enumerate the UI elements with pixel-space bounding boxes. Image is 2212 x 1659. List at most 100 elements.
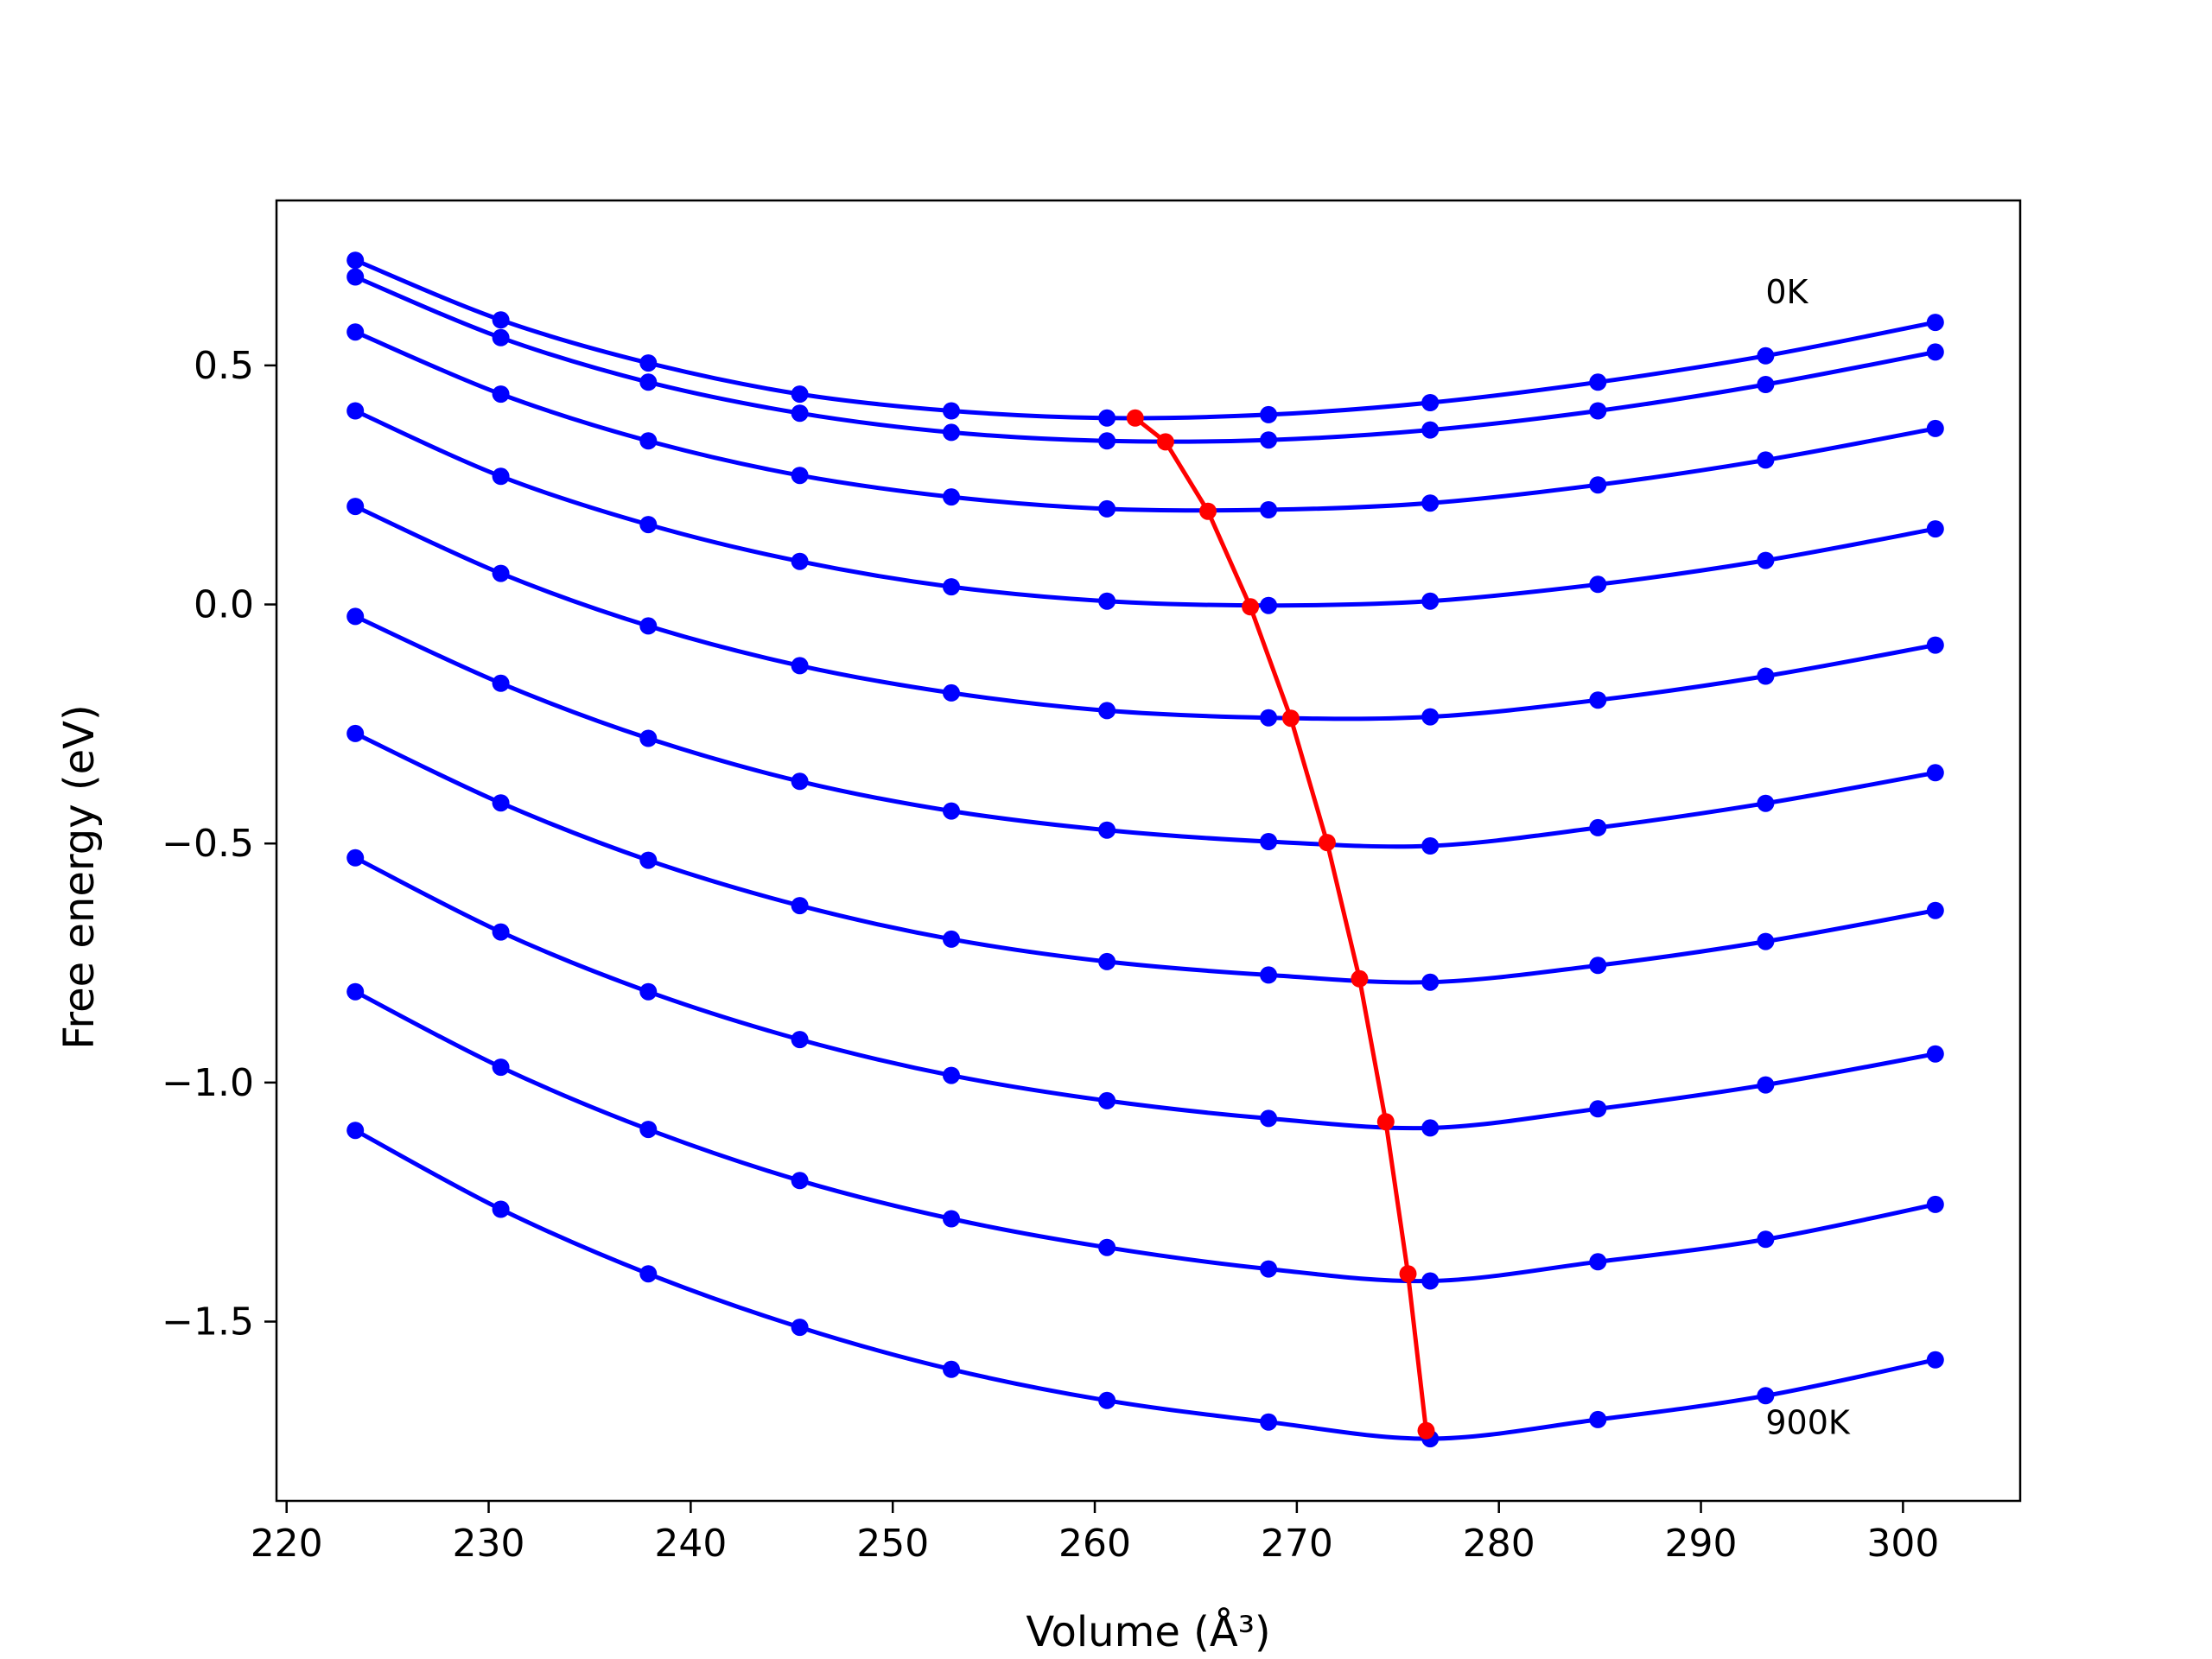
isotherm-series [346, 849, 1944, 1137]
isotherm-series [346, 724, 1944, 991]
isotherm-point [791, 467, 809, 485]
x-axis-label: Volume (Å³) [1026, 1607, 1270, 1656]
isotherm-point [1589, 691, 1607, 709]
isotherm-point [943, 578, 960, 596]
isotherm-point [1926, 419, 1944, 437]
isotherm-point [639, 1265, 658, 1283]
isotherm-point [492, 328, 510, 346]
x-tick-label: 270 [1261, 1522, 1333, 1566]
isotherm-point [1098, 592, 1116, 610]
isotherm-point [1260, 405, 1278, 423]
isotherm-point [1589, 575, 1607, 594]
isotherm-point [1589, 818, 1607, 836]
minimum-point [1351, 969, 1369, 988]
temperature-annotation: 0K [1765, 273, 1808, 311]
isotherm-point [791, 657, 809, 675]
isotherm-point [1421, 837, 1440, 855]
isotherm-point [1589, 1100, 1607, 1118]
isotherm-point [639, 516, 658, 534]
isotherm-point [492, 467, 510, 486]
isotherm-point [1098, 1238, 1116, 1256]
isotherm-point [492, 564, 510, 582]
isotherm-point [1421, 592, 1440, 610]
isotherm-series [346, 607, 1944, 855]
isotherm-series [346, 251, 1944, 427]
y-axis-label: Free energy (eV) [55, 704, 104, 1049]
isotherm-series [346, 323, 1944, 518]
isotherm-point [1926, 901, 1944, 919]
isotherm-point [1260, 1260, 1278, 1278]
isotherm-point [1926, 764, 1944, 782]
isotherm-point [791, 1319, 809, 1337]
isotherm-point [791, 897, 809, 915]
x-tick-label: 290 [1665, 1522, 1738, 1566]
y-tick-label: 0.5 [194, 344, 254, 388]
isotherm-point [1260, 966, 1278, 984]
x-tick-label: 230 [453, 1522, 525, 1566]
isotherm-point [346, 498, 365, 516]
annotations: 0K 900K [1765, 273, 1851, 1442]
isotherm-point [1926, 1195, 1944, 1213]
isotherm-point [1421, 708, 1440, 726]
isotherm-point [639, 354, 658, 372]
isotherm-point [943, 683, 960, 702]
isotherm-point [791, 1031, 809, 1049]
minimum-point [1281, 709, 1300, 728]
minimum-point [1417, 1421, 1435, 1440]
isotherm-point [1098, 432, 1116, 450]
isotherm-point [1757, 667, 1775, 685]
x-tick-label: 240 [654, 1522, 727, 1566]
isotherm-point [1757, 551, 1775, 569]
minimum-point [1376, 1113, 1395, 1131]
isotherm-point [943, 402, 960, 420]
isotherm-point [346, 268, 365, 286]
isotherm-point [1260, 501, 1278, 518]
isotherm-point [492, 923, 510, 941]
isotherm-point [492, 674, 510, 692]
isotherm-point [492, 1200, 510, 1218]
isotherm-point [1589, 957, 1607, 975]
isotherm-series [346, 982, 1944, 1290]
isotherm-series [346, 268, 1944, 450]
isotherm-point [1098, 952, 1116, 970]
isotherm-point [1926, 314, 1944, 332]
minimum-curve-line [1134, 416, 1428, 1431]
minimum-point [1156, 433, 1174, 451]
isotherm-point [791, 772, 809, 791]
isotherm-point [1098, 821, 1116, 839]
isotherm-point [492, 1058, 510, 1077]
isotherm-point [1926, 520, 1944, 538]
isotherm-point [1757, 346, 1775, 365]
isotherm-point [1421, 394, 1440, 411]
isotherm-point [1757, 451, 1775, 469]
isotherm-point [639, 432, 658, 450]
minimum-point [1318, 834, 1336, 852]
isotherm-point [1260, 709, 1278, 727]
isotherm-point [639, 617, 658, 635]
isotherm-point [1757, 794, 1775, 812]
isotherm-point [943, 1360, 960, 1378]
isotherm-point [943, 930, 960, 948]
isotherm-point [1098, 1091, 1116, 1109]
x-tick-label: 220 [251, 1522, 323, 1566]
y-tick-label: −1.5 [162, 1300, 254, 1344]
isotherm-point [1421, 1119, 1440, 1137]
isotherm-point [492, 385, 510, 404]
isotherm-point [1926, 1045, 1944, 1063]
isotherm-point [943, 423, 960, 442]
isotherm-point [943, 1210, 960, 1228]
minimum-point [1126, 409, 1144, 427]
isotherm-point [1098, 702, 1116, 720]
isotherm-point [1421, 973, 1440, 991]
isotherm-point [1757, 1076, 1775, 1094]
isotherm-point [1589, 402, 1607, 420]
isotherm-point [1098, 499, 1116, 518]
temperature-annotation: 900K [1765, 1404, 1851, 1442]
isotherm-point [1260, 596, 1278, 614]
isotherm-point [1260, 1413, 1278, 1431]
y-axis: 0.5 0.0 −0.5 −1.0 −1.5 [162, 344, 276, 1344]
isotherm-point [346, 724, 365, 742]
isotherm-point [639, 1121, 658, 1139]
isotherm-point [1926, 343, 1944, 361]
isotherm-point [791, 1172, 809, 1190]
